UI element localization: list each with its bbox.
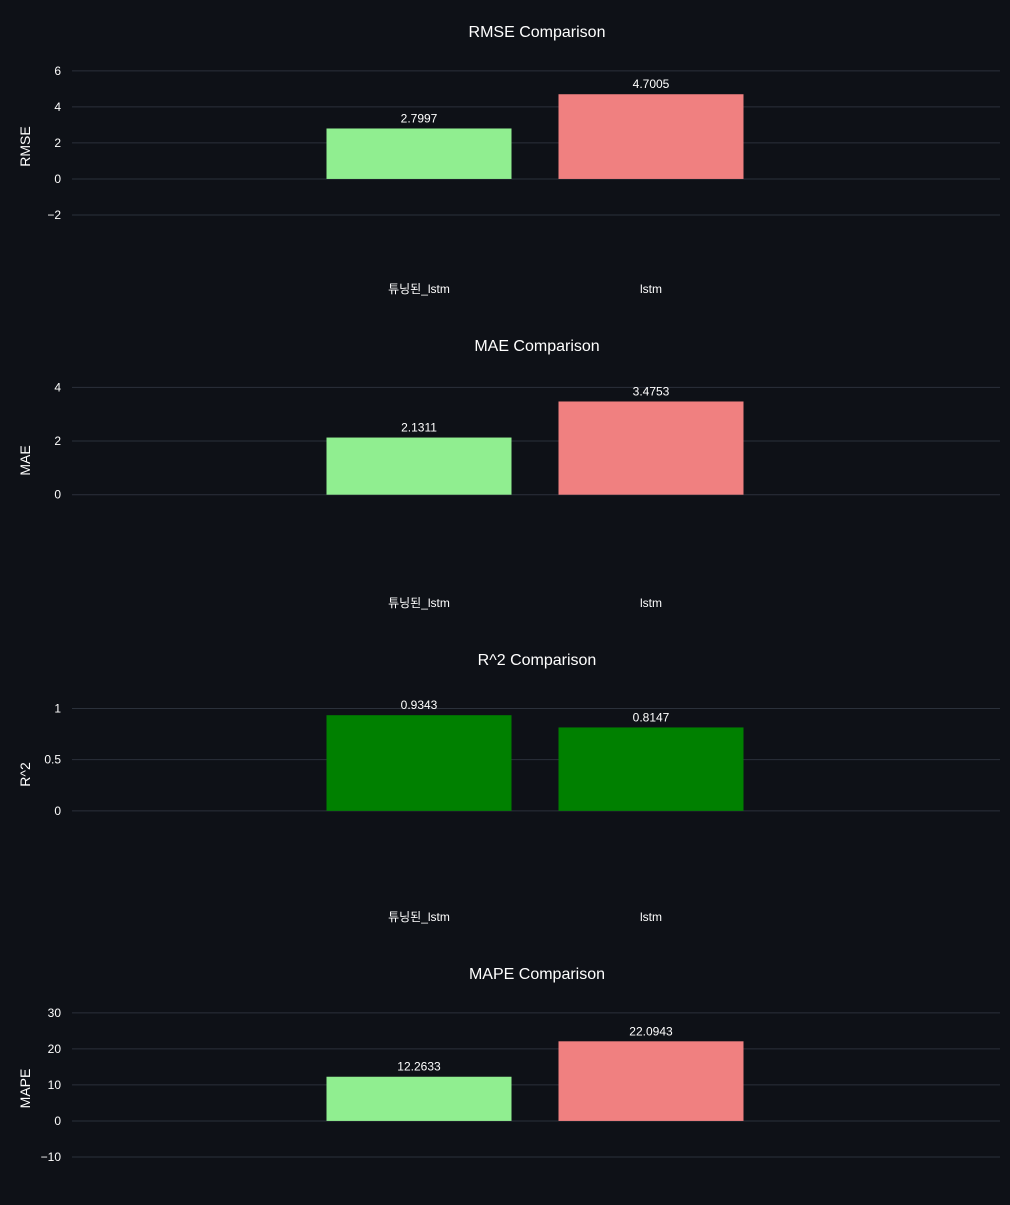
bar-value-label: 2.1311 — [401, 421, 437, 435]
bar-2 — [558, 401, 744, 495]
bar-value-label: 0.9343 — [401, 698, 438, 712]
y-axis-label: MAE — [17, 445, 33, 475]
bar-2 — [558, 727, 744, 811]
x-tick-label: lstm — [640, 910, 662, 924]
x-tick-label: lstm — [640, 282, 662, 296]
bar-value-label: 0.8147 — [633, 710, 670, 724]
y-tick-label: 0 — [54, 804, 61, 818]
x-tick-label: 튜닝된_lstm — [388, 596, 450, 610]
subplot-4: MAPE Comparison−100102030MAPE12.2633튜닝된_… — [17, 966, 1000, 1164]
y-tick-label: 4 — [54, 380, 61, 394]
subplot-1: RMSE Comparison −2 0 2 4 6 RMSE 2.7997 튜닝된_lstm 4… — [17, 24, 1000, 296]
chart-title: RMSE Comparison — [469, 24, 606, 41]
bar-value-label: 3.4753 — [633, 384, 670, 398]
y-axis-label: MAPE — [17, 1069, 33, 1109]
bar-value-label: 2.7997 — [401, 111, 438, 125]
x-tick-label: lstm — [640, 596, 662, 610]
y-tick-label: 6 — [54, 64, 61, 78]
y-axis-label: R^2 — [17, 762, 33, 787]
y-tick-label: 0.5 — [44, 753, 61, 767]
y-tick-label: 20 — [48, 1042, 62, 1056]
subplot-3: R^2 Comparison 0 0.5 1 R^2 0.9343 튜닝된_lstm 0.81… — [17, 652, 1000, 924]
y-tick-label: 0 — [54, 488, 61, 502]
bar-1 — [326, 437, 512, 495]
y-tick-label: 1 — [54, 701, 61, 715]
bar-2 — [558, 1041, 744, 1121]
y-tick-label: 2 — [54, 434, 61, 448]
y-tick-label: 4 — [54, 100, 61, 114]
y-tick-label: 0 — [54, 1114, 61, 1128]
bar-value-label: 22.0943 — [629, 1024, 673, 1038]
x-tick-label: 튜닝된_lstm — [388, 910, 450, 924]
chart-title: R^2 Comparison — [478, 652, 597, 669]
bar-value-label: 4.7005 — [633, 77, 670, 91]
y-tick-label: 10 — [48, 1078, 62, 1092]
y-tick-label: −2 — [47, 208, 61, 222]
chart-title: MAE Comparison — [474, 338, 599, 355]
y-tick-label: 2 — [54, 136, 61, 150]
y-tick-label: 30 — [48, 1006, 62, 1020]
y-tick-label: −10 — [41, 1150, 62, 1164]
chart-title: MAPE Comparison — [469, 966, 605, 983]
y-tick-label: 0 — [54, 172, 61, 186]
y-axis-label: RMSE — [17, 126, 33, 166]
bar-1 — [326, 715, 512, 811]
bar-1 — [326, 128, 512, 179]
bar-2 — [558, 94, 744, 179]
subplot-2: MAE Comparison 0 2 4 MAE 2.1311 튜닝된_lstm 3.4753… — [17, 338, 1000, 610]
x-tick-label: 튜닝된_lstm — [388, 282, 450, 296]
bar-value-label: 12.2633 — [397, 1060, 441, 1074]
bar-1 — [326, 1076, 512, 1121]
